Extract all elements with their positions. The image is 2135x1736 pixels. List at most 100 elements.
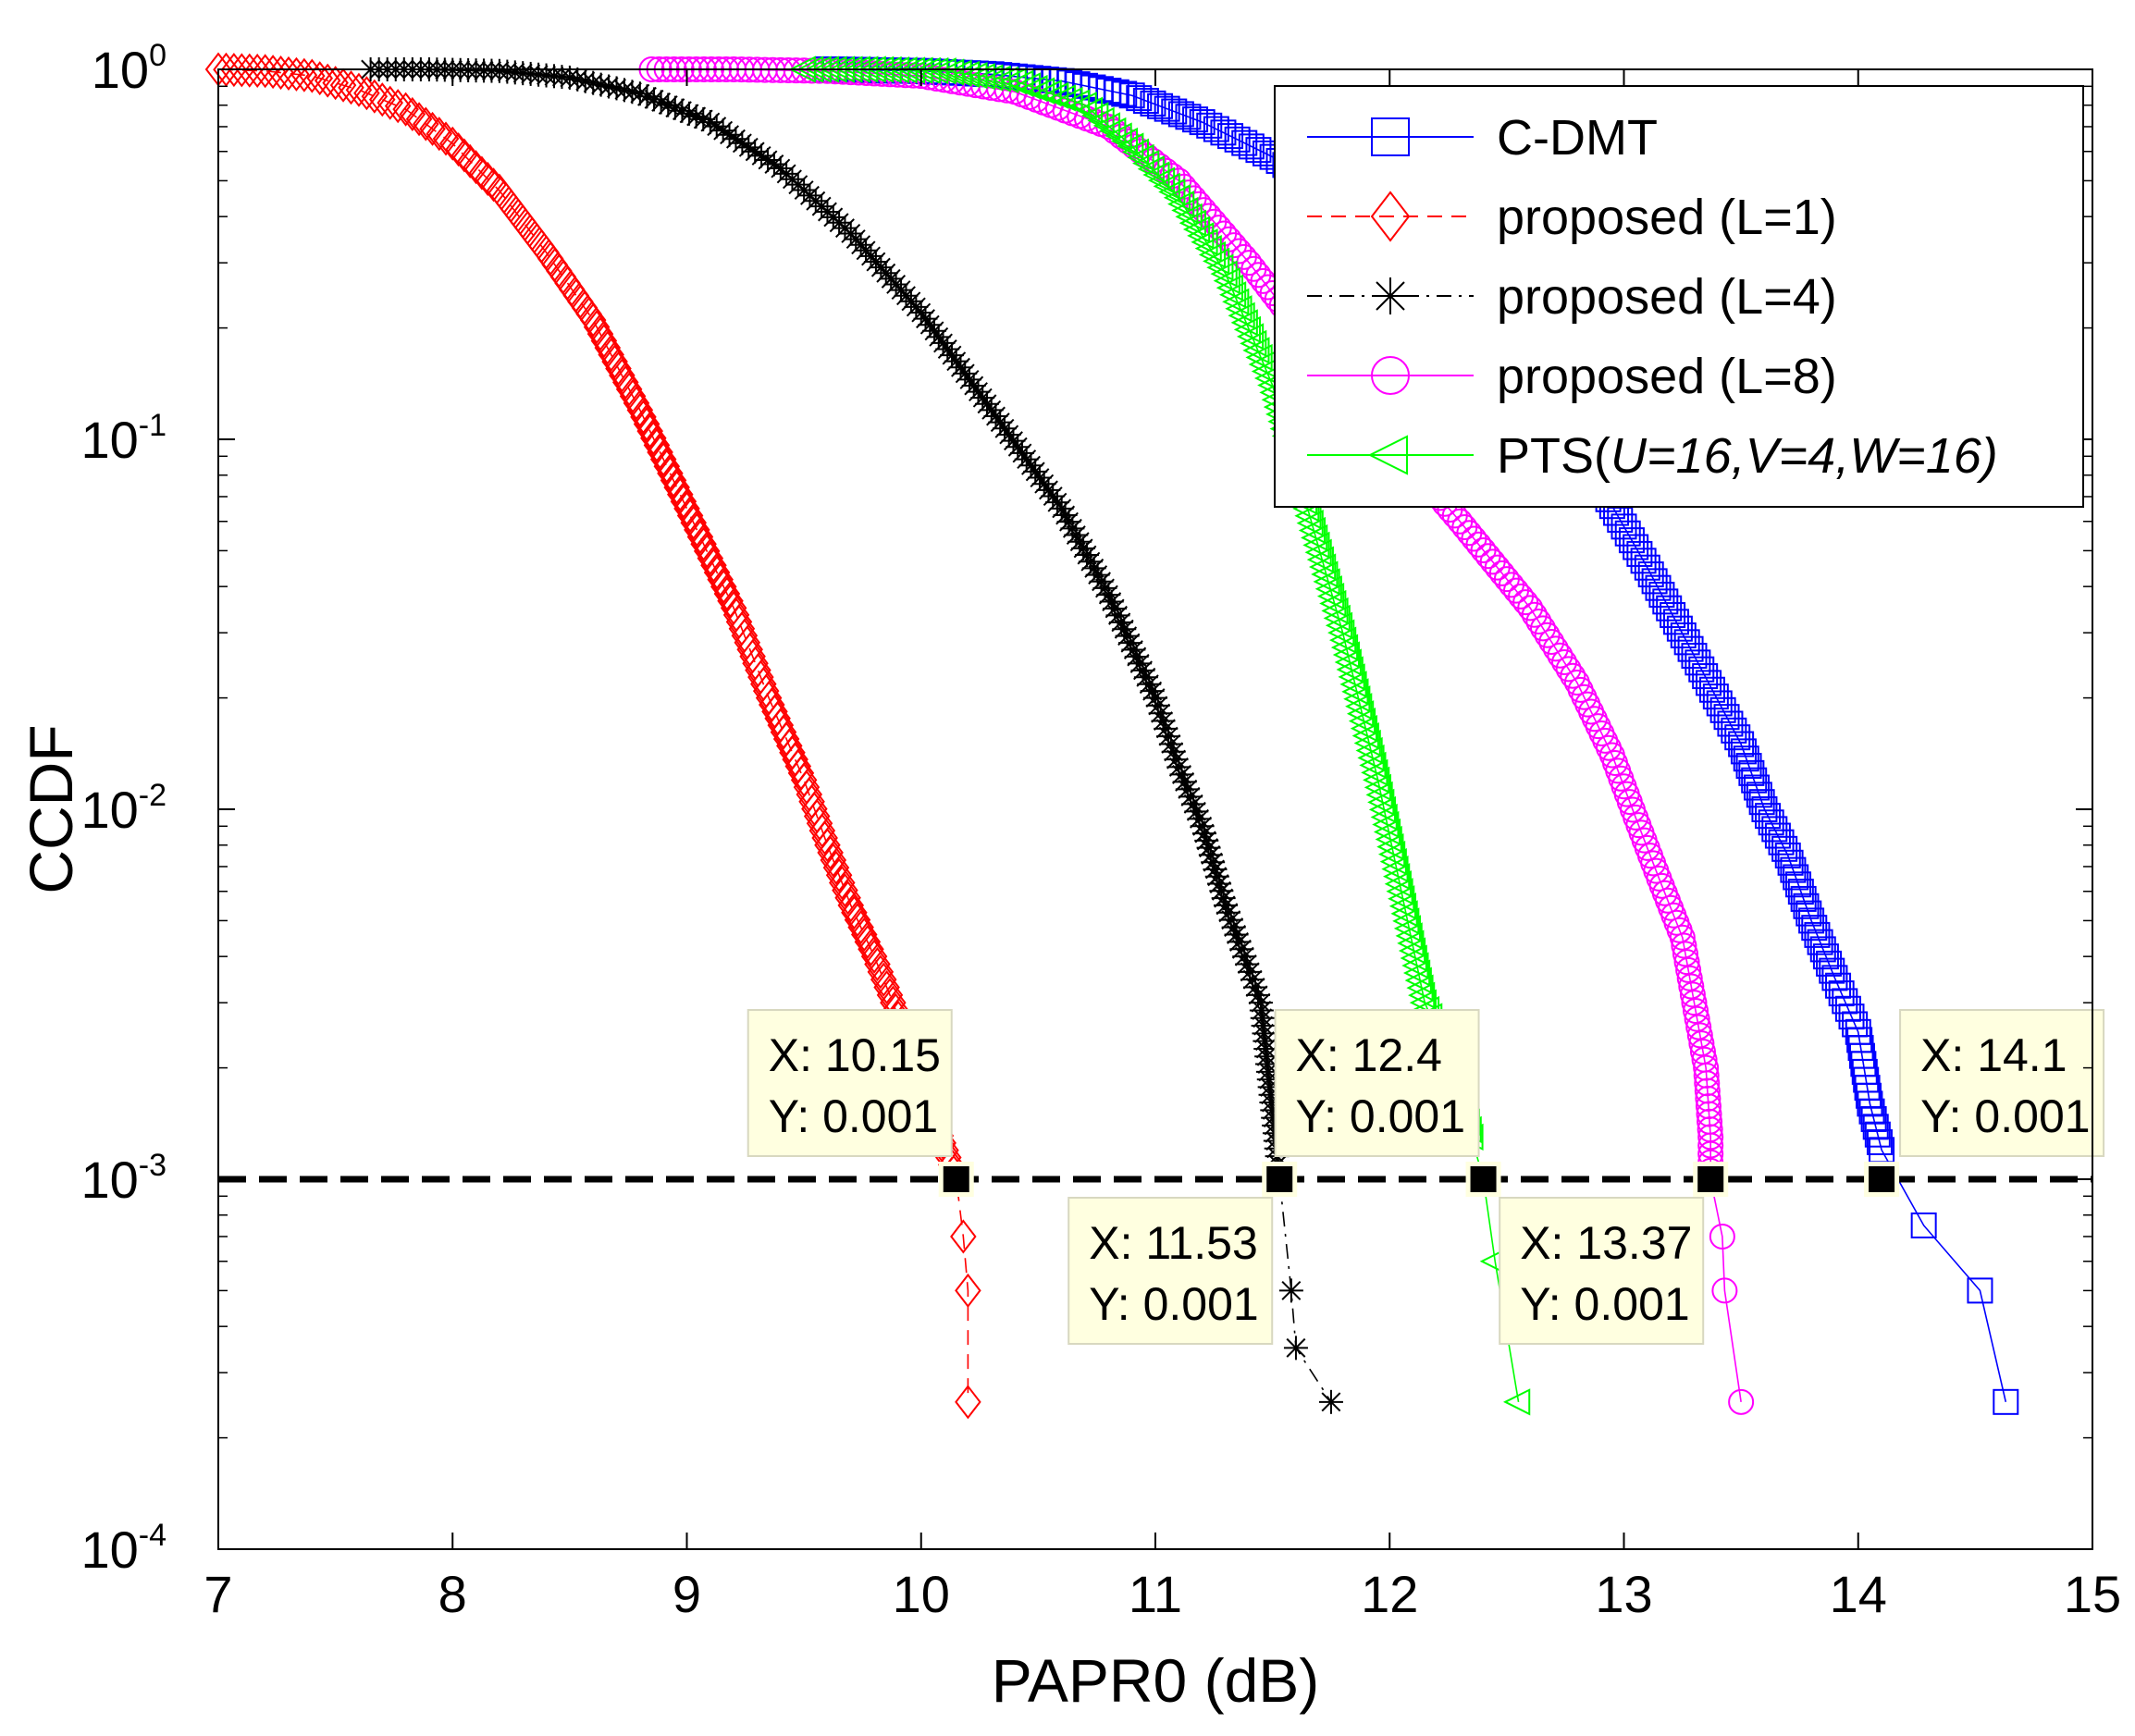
marker-square <box>1761 816 1788 843</box>
marker-circle <box>1688 1030 1715 1057</box>
marker-square <box>1787 879 1814 905</box>
marker-triangle <box>944 59 972 87</box>
marker-circle <box>1686 1022 1713 1049</box>
marker-triangle <box>913 56 941 84</box>
marker-diamond <box>445 132 472 167</box>
marker-square <box>1175 104 1202 130</box>
marker-diamond <box>837 888 865 923</box>
marker-triangle <box>1345 693 1373 720</box>
marker-diamond <box>438 126 466 161</box>
marker-triangle <box>1359 751 1387 780</box>
marker-diamond <box>583 310 611 345</box>
marker-star <box>604 76 629 101</box>
marker-circle <box>1555 656 1582 683</box>
marker-square <box>1182 106 1209 133</box>
data-tip-box <box>1274 1009 1480 1157</box>
marker-circle <box>1679 981 1706 1008</box>
marker-diamond <box>605 351 632 386</box>
marker-diamond <box>710 569 737 604</box>
marker-triangle <box>1087 106 1115 134</box>
marker-circle <box>1672 941 1698 967</box>
marker-triangle <box>1062 89 1091 117</box>
marker-diamond <box>700 548 727 583</box>
marker-square <box>1140 90 1166 117</box>
marker-square <box>1245 137 1272 164</box>
marker-circle <box>1684 1005 1710 1032</box>
marker-diamond <box>955 1385 981 1420</box>
marker-square <box>1685 649 1711 676</box>
data-tip[interactable]: X: 13.37 Y: 0.001 <box>1499 1162 1729 1345</box>
marker-diamond <box>822 850 850 885</box>
marker-square <box>1132 87 1159 114</box>
marker-triangle <box>1132 149 1160 178</box>
marker-diamond <box>579 302 607 338</box>
marker-square <box>1758 809 1784 836</box>
marker-triangle <box>1328 626 1357 654</box>
marker-triangle <box>1363 766 1390 794</box>
marker-circle <box>1681 990 1708 1016</box>
data-tip-y: Y: 0.001 <box>1520 1278 1690 1330</box>
marker-triangle <box>921 56 949 85</box>
marker-triangle <box>1408 981 1436 1009</box>
marker-triangle <box>1395 922 1423 950</box>
marker-triangle <box>1069 92 1097 119</box>
data-tip-marker <box>1697 1166 1724 1192</box>
marker-diamond <box>450 138 478 173</box>
marker-triangle <box>1313 568 1340 596</box>
marker-square <box>1702 683 1729 710</box>
marker-square <box>1741 767 1768 794</box>
marker-triangle <box>1296 510 1324 537</box>
marker-triangle <box>992 66 1019 94</box>
data-tip-x: X: 11.53 <box>1089 1217 1258 1269</box>
marker-diamond <box>847 910 874 945</box>
legend-label: C-DMT <box>1497 110 1658 166</box>
marker-triangle <box>1330 634 1359 661</box>
marker-star <box>761 152 786 177</box>
marker-star <box>1238 959 1263 984</box>
data-tip[interactable]: X: 14.1 Y: 0.001 <box>1864 1009 2105 1197</box>
marker-square <box>1660 602 1686 629</box>
marker-diamond <box>456 143 484 179</box>
marker-triangle <box>1368 795 1397 824</box>
marker-triangle <box>1206 253 1234 281</box>
marker-diamond <box>841 895 868 930</box>
marker-triangle <box>1314 575 1342 603</box>
data-tip[interactable]: X: 12.4 Y: 0.001 <box>1274 1009 1501 1197</box>
marker-square <box>1804 921 1831 948</box>
data-tip[interactable]: X: 11.53 Y: 0.001 <box>1068 1162 1298 1345</box>
marker-diamond <box>649 442 677 477</box>
marker-circle <box>1709 1223 1735 1250</box>
marker-diamond <box>636 413 663 449</box>
marker-triangle <box>1230 309 1258 337</box>
marker-diamond <box>623 386 650 421</box>
marker-diamond <box>1370 191 1411 242</box>
marker-diamond <box>369 82 396 117</box>
marker-triangle <box>936 58 965 86</box>
marker-square <box>1862 1114 1889 1140</box>
marker-square <box>1812 943 1839 970</box>
marker-triangle <box>1379 848 1407 876</box>
data-tip-box <box>1499 1197 1705 1345</box>
marker-diamond <box>338 70 364 105</box>
marker-square <box>1860 1106 1887 1133</box>
data-tip-y: Y: 0.001 <box>1296 1090 1466 1142</box>
marker-star <box>1074 543 1099 568</box>
marker-diamond <box>693 534 721 569</box>
marker-star <box>1078 549 1103 574</box>
legend-item: proposed (L=4) <box>1307 269 1837 325</box>
data-tip[interactable]: X: 10.15 Y: 0.001 <box>747 1009 974 1197</box>
marker-square <box>1681 643 1708 670</box>
marker-diamond <box>399 96 426 132</box>
marker-circle <box>1534 622 1561 648</box>
marker-diamond <box>670 484 697 519</box>
x-tick-label: 9 <box>673 1565 701 1623</box>
marker-triangle <box>1376 832 1404 861</box>
marker-circle <box>1685 1014 1712 1040</box>
marker-triangle <box>1388 885 1415 913</box>
marker-square <box>1641 568 1668 595</box>
marker-square <box>1748 789 1775 816</box>
marker-square <box>1768 829 1795 856</box>
marker-triangle <box>1370 803 1398 831</box>
marker-diamond <box>860 939 888 974</box>
marker-diamond <box>955 1273 981 1308</box>
